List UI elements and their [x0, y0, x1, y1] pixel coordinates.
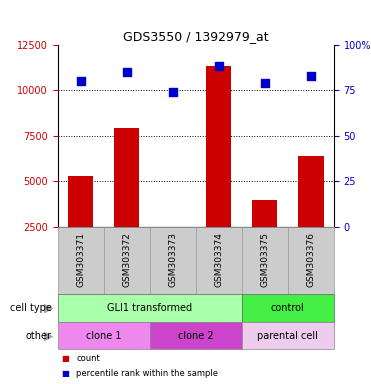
Bar: [196, 227, 242, 294]
Bar: [242, 294, 334, 322]
Text: cell type: cell type: [10, 303, 52, 313]
Bar: [242, 227, 288, 294]
Text: ▶: ▶: [44, 329, 54, 342]
Text: count: count: [76, 354, 100, 363]
Text: ■: ■: [61, 369, 69, 378]
Text: parental cell: parental cell: [257, 331, 318, 341]
Text: GSM303375: GSM303375: [260, 232, 269, 287]
Text: GSM303373: GSM303373: [168, 232, 177, 287]
Text: GLI1 transformed: GLI1 transformed: [107, 303, 192, 313]
Bar: [58, 322, 150, 349]
Point: [262, 80, 268, 86]
Text: percentile rank within the sample: percentile rank within the sample: [76, 369, 218, 378]
Point: [78, 78, 83, 84]
Bar: [150, 227, 196, 294]
Text: control: control: [271, 303, 305, 313]
Text: ▶: ▶: [44, 301, 54, 314]
Bar: [242, 322, 334, 349]
Text: ■: ■: [61, 354, 69, 363]
Bar: [160, 227, 186, 269]
Point: [216, 63, 222, 70]
Bar: [252, 200, 278, 227]
Bar: [150, 322, 242, 349]
Point: [308, 73, 314, 79]
Text: GSM303374: GSM303374: [214, 232, 223, 286]
Bar: [298, 156, 324, 227]
Text: GSM303372: GSM303372: [122, 232, 131, 286]
Bar: [104, 227, 150, 294]
Bar: [58, 227, 104, 294]
Text: clone 2: clone 2: [178, 331, 214, 341]
Bar: [206, 66, 232, 227]
Text: clone 1: clone 1: [86, 331, 121, 341]
Point: [124, 69, 129, 75]
Bar: [288, 227, 334, 294]
Point: [170, 89, 175, 95]
Bar: [58, 294, 242, 322]
Title: GDS3550 / 1392979_at: GDS3550 / 1392979_at: [123, 30, 269, 43]
Text: GSM303376: GSM303376: [306, 232, 315, 287]
Bar: [114, 129, 139, 227]
Text: GSM303371: GSM303371: [76, 232, 85, 287]
Text: other: other: [26, 331, 52, 341]
Bar: [68, 176, 93, 227]
